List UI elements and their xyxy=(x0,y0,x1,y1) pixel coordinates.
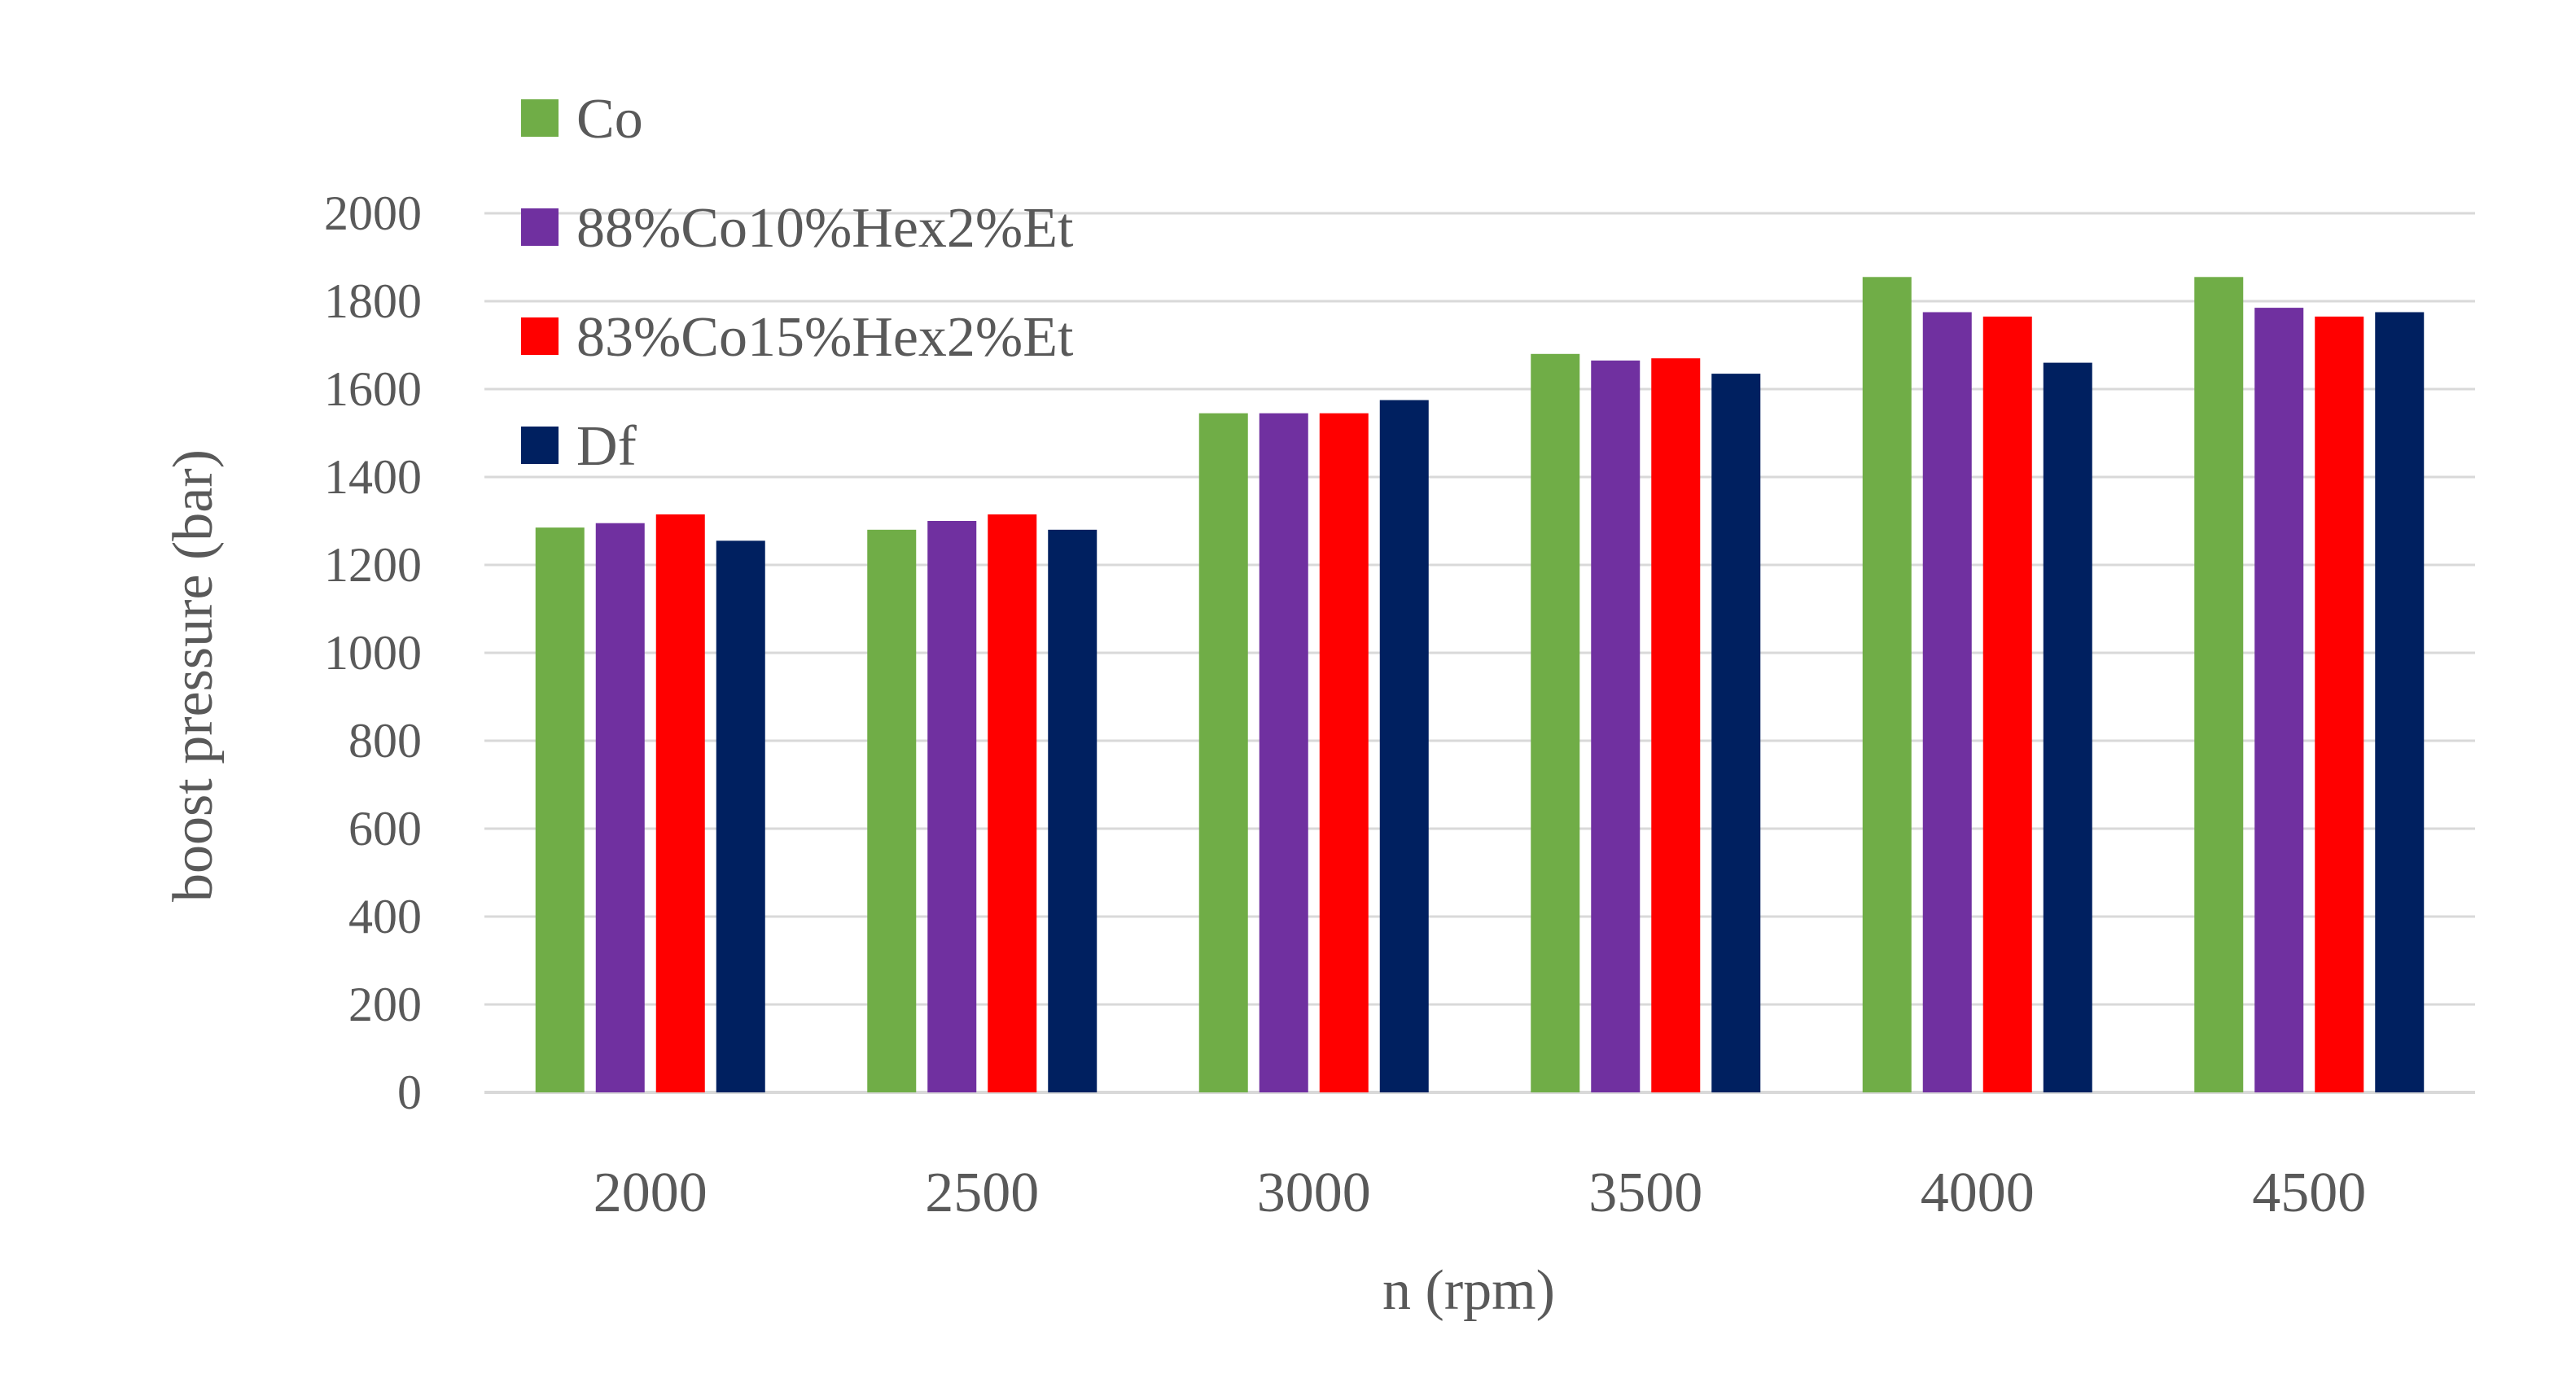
bar-88-co10-hex2-et-4500 xyxy=(2254,308,2304,1093)
x-tick-label: 2000 xyxy=(594,1162,708,1224)
x-axis-title: n (rpm) xyxy=(1382,1259,1555,1322)
bar-co-3000 xyxy=(1198,413,1248,1092)
legend-swatch xyxy=(521,427,559,464)
y-tick-label: 400 xyxy=(348,890,422,943)
bar-83-co15-hex2-et-3500 xyxy=(1651,358,1701,1092)
y-tick-label: 600 xyxy=(348,802,422,856)
legend: Co 88%Co10%Hex2%Et 83%Co15%Hex2%Et Df xyxy=(521,88,1074,478)
bar-co-3500 xyxy=(1531,353,1580,1092)
bar-83-co15-hex2-et-4000 xyxy=(1982,316,2032,1092)
legend-swatch xyxy=(521,208,559,246)
bar-88-co10-hex2-et-4000 xyxy=(1922,312,1972,1092)
y-axis-title: boost pressure (bar) xyxy=(162,449,225,902)
bar-co-4000 xyxy=(1862,277,1912,1092)
y-tick-label: 1800 xyxy=(324,274,422,328)
y-tick-label: 1600 xyxy=(324,362,422,416)
axes: 0 200 400 600 800 1000 1200 1400 1600 1800 2000 200… xyxy=(324,186,2366,1224)
legend-swatch xyxy=(521,99,559,137)
legend-label: Df xyxy=(576,415,637,478)
legend-item: 88%Co10%Hex2%Et xyxy=(521,197,1074,260)
bar-88-co10-hex2-et-2500 xyxy=(927,521,977,1092)
legend-label: Co xyxy=(576,88,643,151)
bar-df-4500 xyxy=(2375,312,2425,1092)
bar-88-co10-hex2-et-3000 xyxy=(1259,413,1308,1092)
y-tick-label: 2000 xyxy=(324,186,422,240)
bar-co-2000 xyxy=(535,527,585,1092)
gridlines xyxy=(484,212,2475,1094)
bar-co-4500 xyxy=(2194,277,2244,1092)
y-tick-label: 1200 xyxy=(324,538,422,592)
x-tick-label: 4000 xyxy=(1921,1162,2035,1224)
legend-label: 88%Co10%Hex2%Et xyxy=(576,197,1074,260)
y-tick-label: 800 xyxy=(348,714,422,768)
bar-83-co15-hex2-et-2500 xyxy=(988,514,1037,1092)
y-tick-label: 1000 xyxy=(324,626,422,680)
bar-88-co10-hex2-et-3500 xyxy=(1591,360,1641,1092)
bar-df-2500 xyxy=(1048,529,1097,1092)
bar-88-co10-hex2-et-2000 xyxy=(595,523,645,1092)
legend-item: Co xyxy=(521,88,643,151)
x-tick-label: 3000 xyxy=(1257,1162,1371,1224)
bar-df-3500 xyxy=(1711,374,1761,1093)
bar-df-3000 xyxy=(1379,400,1429,1092)
x-tick-label: 2500 xyxy=(925,1162,1039,1224)
x-tick-label: 3500 xyxy=(1588,1162,1702,1224)
legend-item: Df xyxy=(521,415,637,478)
legend-item: 83%Co15%Hex2%Et xyxy=(521,306,1074,369)
legend-label: 83%Co15%Hex2%Et xyxy=(576,306,1074,369)
x-tick-label: 4500 xyxy=(2252,1162,2366,1224)
bar-83-co15-hex2-et-4500 xyxy=(2315,316,2364,1092)
y-tick-label: 200 xyxy=(348,978,422,1031)
bar-83-co15-hex2-et-3000 xyxy=(1319,413,1369,1092)
y-tick-label: 0 xyxy=(397,1066,422,1119)
bar-df-4000 xyxy=(2043,362,2092,1093)
bar-co-2500 xyxy=(867,529,917,1092)
bar-df-2000 xyxy=(716,540,765,1092)
y-tick-label: 1400 xyxy=(324,450,422,504)
bar-83-co15-hex2-et-2000 xyxy=(655,514,705,1092)
legend-swatch xyxy=(521,317,559,355)
bars xyxy=(535,277,2425,1093)
